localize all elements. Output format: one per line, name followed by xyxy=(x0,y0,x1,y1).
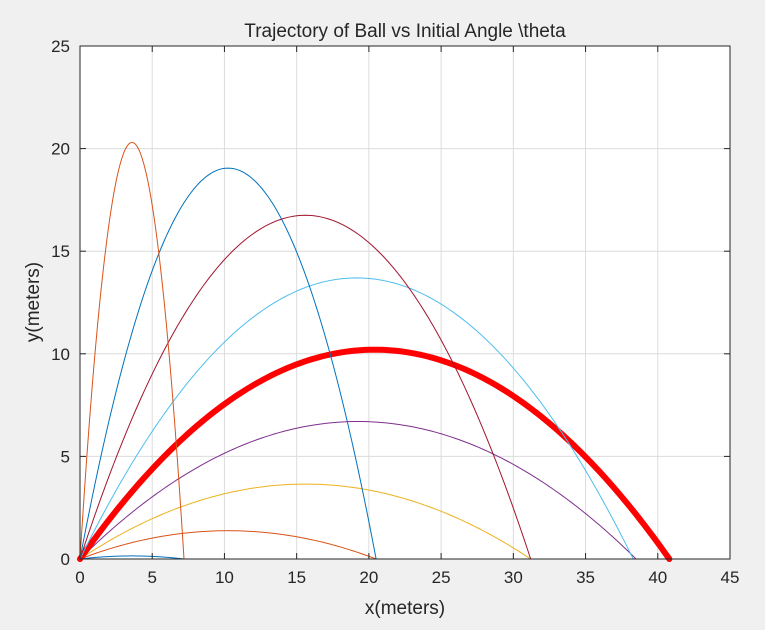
x-tick-label: 40 xyxy=(648,568,667,587)
x-tick-label: 35 xyxy=(576,568,595,587)
x-tick-label: 20 xyxy=(359,568,378,587)
trajectory-line-9 xyxy=(79,141,185,560)
y-axis-label: y(meters) xyxy=(23,262,44,342)
x-tick-label: 25 xyxy=(432,568,451,587)
series-lines xyxy=(77,141,673,562)
plot-frame xyxy=(79,45,731,560)
trajectory-line-2 xyxy=(79,530,377,560)
x-tick-label: 30 xyxy=(504,568,523,587)
y-tick-label: 5 xyxy=(61,447,70,466)
trajectory-line-3 xyxy=(79,483,532,560)
y-tick-label: 15 xyxy=(51,242,70,261)
trajectory-line-5 xyxy=(77,346,673,562)
trajectory-line-6 xyxy=(79,277,634,560)
x-tick-label: 0 xyxy=(75,568,84,587)
x-tick-label: 45 xyxy=(721,568,740,587)
y-tick-label: 10 xyxy=(51,345,70,364)
chart-title: Trajectory of Ball vs Initial Angle \the… xyxy=(244,21,566,42)
axis-ticks: 0 5 10 15 20 25 30 35 40 45 0 5 10 15 20 25 xyxy=(51,37,739,587)
trajectory-line-7 xyxy=(79,214,532,560)
y-tick-label: 25 xyxy=(51,37,70,56)
x-tick-label: 15 xyxy=(287,568,306,587)
trajectory-line-8 xyxy=(79,167,377,560)
trajectory-line-4 xyxy=(79,421,637,560)
x-axis-label: x(meters) xyxy=(365,598,445,619)
grid-lines xyxy=(80,46,730,559)
y-tick-label: 0 xyxy=(61,550,70,569)
x-tick-label: 10 xyxy=(215,568,234,587)
plot-area xyxy=(80,46,730,559)
x-tick-label: 5 xyxy=(147,568,156,587)
trajectory-line-1 xyxy=(79,555,185,560)
y-tick-label: 20 xyxy=(51,140,70,159)
